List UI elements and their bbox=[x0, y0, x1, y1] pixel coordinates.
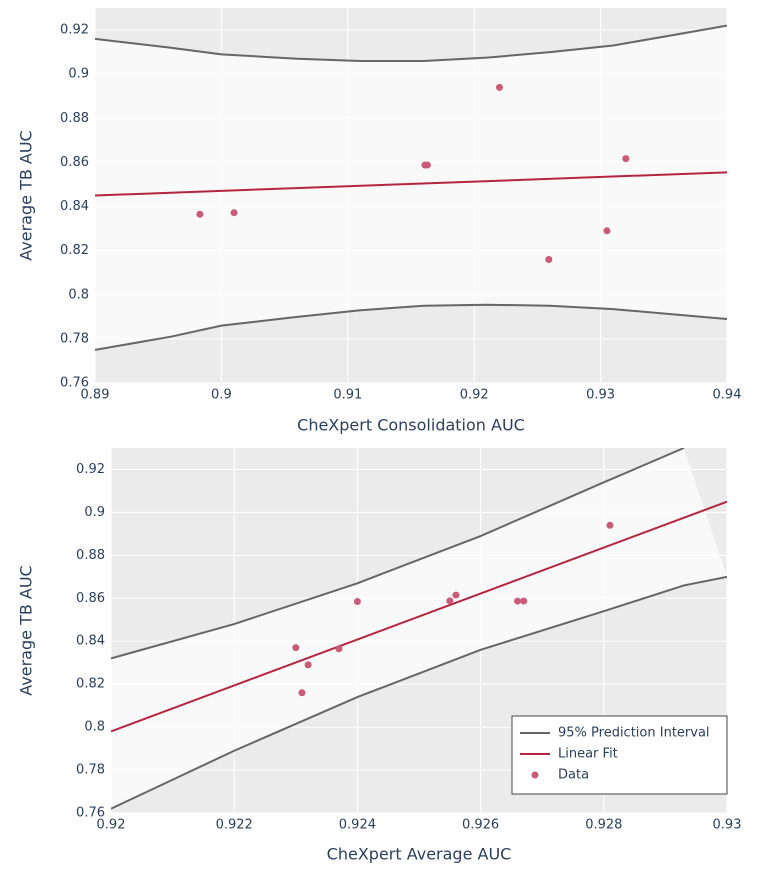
x-tick-label: 0.93 bbox=[713, 818, 742, 833]
data-point bbox=[446, 597, 454, 605]
x-tick-label: 0.926 bbox=[462, 818, 499, 833]
x-tick-label: 0.92 bbox=[460, 388, 489, 403]
y-tick-label: 0.84 bbox=[60, 199, 89, 214]
x-axis-title: CheXpert Consolidation AUC bbox=[297, 416, 525, 435]
data-point bbox=[622, 155, 630, 163]
fit-line bbox=[111, 500, 727, 733]
y-tick-label: 0.8 bbox=[84, 720, 105, 735]
legend-label: Linear Fit bbox=[558, 747, 618, 762]
data-point bbox=[292, 644, 300, 652]
y-tick-label: 0.88 bbox=[60, 111, 89, 126]
y-tick-label: 0.84 bbox=[76, 634, 105, 649]
data-point bbox=[545, 255, 553, 263]
band-fill bbox=[95, 25, 727, 350]
interval-line bbox=[95, 24, 727, 62]
x-tick-label: 0.922 bbox=[216, 818, 253, 833]
y-tick-label: 0.86 bbox=[76, 591, 105, 606]
y-axis-title: Average TB AUC bbox=[17, 565, 36, 695]
fit-line bbox=[95, 171, 727, 197]
interval-line bbox=[95, 303, 727, 351]
data-point bbox=[304, 661, 312, 669]
y-tick-label: 0.88 bbox=[76, 548, 105, 563]
y-tick-label: 0.9 bbox=[84, 505, 105, 520]
x-tick-label: 0.89 bbox=[81, 388, 110, 403]
y-tick-label: 0.9 bbox=[68, 67, 89, 82]
x-tick-label: 0.92 bbox=[97, 818, 126, 833]
x-tick-label: 0.928 bbox=[585, 818, 622, 833]
data-point bbox=[353, 598, 361, 606]
data-point bbox=[196, 210, 204, 218]
interval-line bbox=[111, 575, 727, 810]
y-tick-label: 0.78 bbox=[60, 331, 89, 346]
y-tick-label: 0.8 bbox=[68, 287, 89, 302]
data-point bbox=[298, 689, 306, 697]
data-point bbox=[452, 591, 460, 599]
data-point bbox=[335, 645, 343, 653]
legend: 95% Prediction Interval Linear Fit Data bbox=[511, 715, 728, 795]
plot-area bbox=[95, 8, 727, 383]
y-tick-label: 0.76 bbox=[60, 376, 89, 391]
y-axis-title: Average TB AUC bbox=[17, 130, 36, 260]
legend-label: Data bbox=[558, 768, 589, 783]
band-fill bbox=[111, 448, 727, 809]
data-point bbox=[520, 597, 528, 605]
x-tick-label: 0.91 bbox=[333, 388, 362, 403]
data-point bbox=[606, 521, 614, 529]
x-tick-label: 0.93 bbox=[586, 388, 615, 403]
legend-symbol bbox=[531, 771, 539, 779]
x-tick-label: 0.9 bbox=[211, 388, 232, 403]
y-tick-label: 0.86 bbox=[60, 155, 89, 170]
y-tick-label: 0.82 bbox=[60, 243, 89, 258]
y-tick-label: 0.76 bbox=[76, 806, 105, 821]
x-axis-title: CheXpert Average AUC bbox=[327, 845, 512, 864]
legend-label: 95% Prediction Interval bbox=[558, 726, 710, 741]
x-tick-label: 0.94 bbox=[713, 388, 742, 403]
y-tick-label: 0.78 bbox=[76, 763, 105, 778]
data-point bbox=[514, 597, 522, 605]
data-point bbox=[495, 83, 503, 91]
x-tick-label: 0.924 bbox=[339, 818, 376, 833]
data-point bbox=[603, 227, 611, 235]
subplot: 0.76 0.78 0.8 0.82 0.84 0.86 0.88 0.9 0.92 0.92 0.… bbox=[17, 448, 742, 864]
y-tick-label: 0.92 bbox=[60, 23, 89, 38]
interval-line bbox=[111, 448, 685, 660]
subplot: 0.76 0.78 0.8 0.82 0.84 0.86 0.88 0.9 0.92 0.89 0.… bbox=[17, 8, 742, 435]
data-point bbox=[230, 209, 238, 217]
y-tick-label: 0.82 bbox=[76, 677, 105, 692]
data-point bbox=[423, 161, 431, 169]
y-tick-label: 0.92 bbox=[76, 462, 105, 477]
